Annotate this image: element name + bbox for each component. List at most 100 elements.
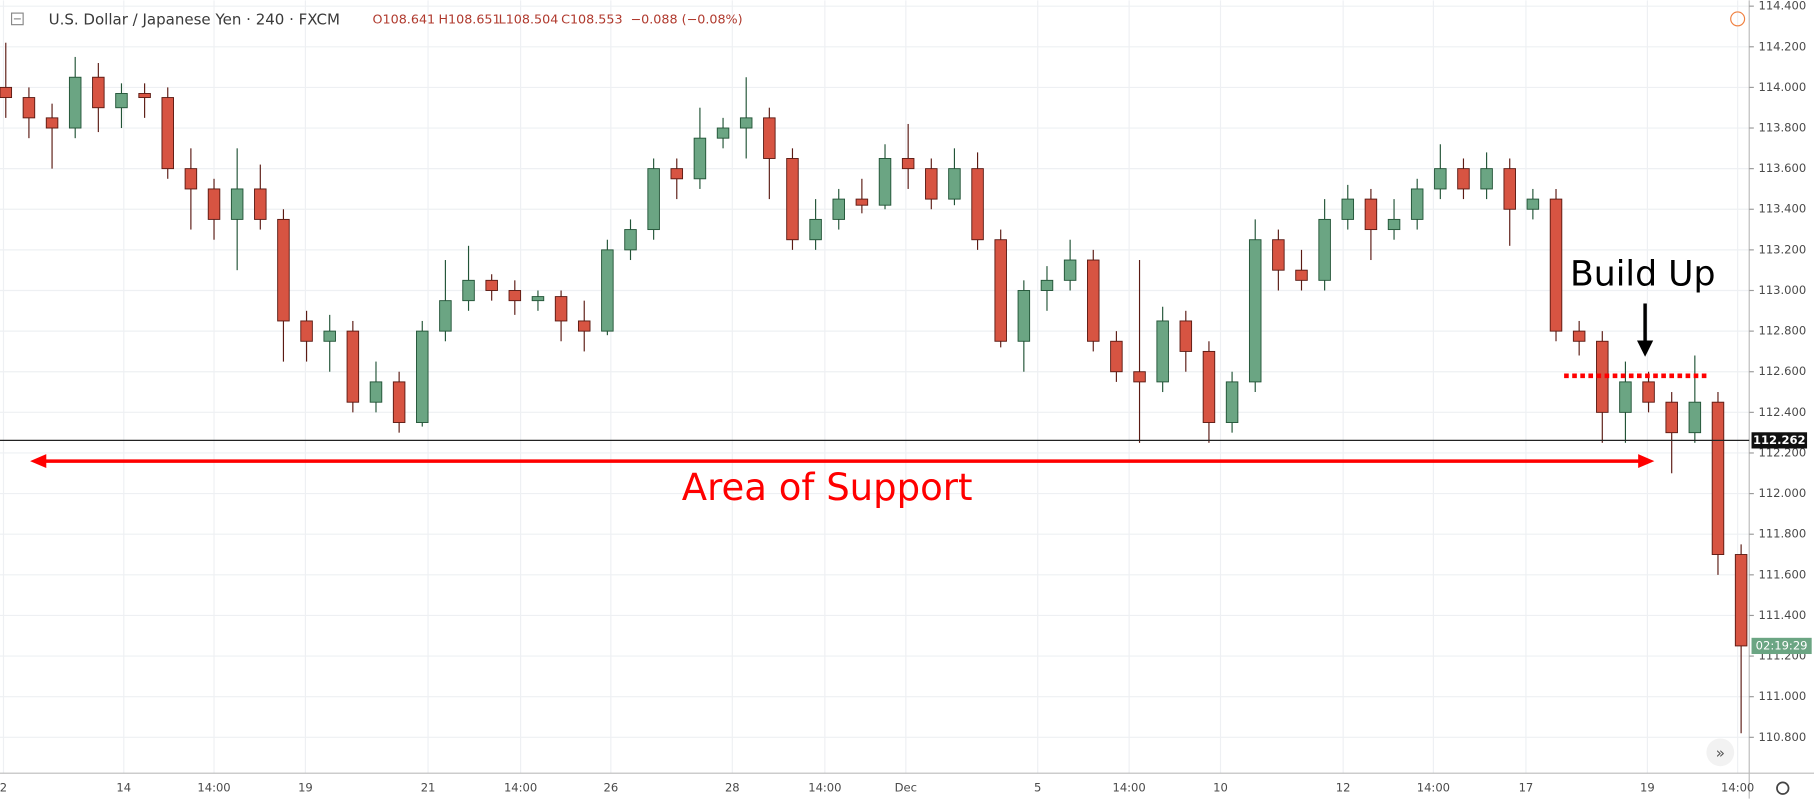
candle-body (68, 76, 82, 129)
ohlc-value: O108.641 (373, 12, 436, 27)
y-tick-label: 111.600 (1758, 567, 1806, 581)
x-tick-label: 10 (1213, 781, 1228, 795)
x-tick-label: Dec (895, 781, 917, 795)
candle-body (1457, 168, 1470, 190)
ohlc-value: −0.088 (−0.08%) (631, 12, 743, 27)
settings-icon[interactable] (1776, 781, 1790, 795)
candle-body (1156, 320, 1169, 383)
y-tick-label: 114.000 (1758, 80, 1806, 94)
candle-body (92, 76, 105, 109)
candle-body (161, 97, 174, 170)
build-up-arrow-head (1636, 340, 1654, 357)
ohlc-value: C108.553 (561, 12, 622, 27)
candle-body (254, 188, 267, 220)
arrow-head-left (30, 454, 47, 469)
y-tick-label: 112.200 (1758, 445, 1806, 459)
candle-body (1295, 269, 1308, 281)
candle-body (809, 218, 822, 241)
x-tick-label: 14:00 (1417, 781, 1450, 795)
y-tick-label: 111.400 (1758, 608, 1806, 622)
y-tick-label: 112.000 (1758, 486, 1806, 500)
x-tick-label: 19 (298, 781, 313, 795)
candle-body (45, 117, 59, 129)
support-label: Area of Support (682, 466, 973, 509)
x-tick-label: 19 (1640, 781, 1655, 795)
candle-body (138, 93, 151, 99)
candle-body (739, 117, 753, 129)
x-tick-label: 14 (116, 781, 131, 795)
alert-icon[interactable] (1730, 11, 1746, 27)
candle-body (300, 320, 313, 342)
candle-body (277, 218, 290, 322)
candle-body (1272, 239, 1285, 271)
candle-body (485, 279, 498, 291)
candle-body (392, 381, 406, 423)
x-tick-label: 14:00 (504, 781, 537, 795)
candle-body (439, 300, 452, 332)
candle-body (323, 330, 336, 342)
candle-body (1341, 198, 1355, 220)
candle-body (115, 93, 128, 109)
candle-body (1572, 330, 1586, 342)
candle-body (1410, 188, 1424, 220)
candle-body (1711, 401, 1725, 555)
price-label: 112.262 (1753, 433, 1806, 447)
x-tick-label: 26 (603, 781, 618, 795)
candle-body (416, 330, 429, 423)
candle-body (1040, 279, 1054, 291)
candle-body (1387, 218, 1401, 231)
candle-body (855, 198, 869, 206)
candle-body (1202, 350, 1216, 423)
candle-body (207, 188, 221, 220)
candle-body (1017, 290, 1031, 342)
candle-body (948, 168, 961, 200)
x-tick-label: 14:00 (1721, 781, 1754, 795)
candle-body (1110, 340, 1123, 373)
candle-body (1434, 168, 1447, 190)
x-tick-label: 28 (725, 781, 740, 795)
ohlc-value: H108.651 (438, 12, 500, 27)
y-tick-label: 112.400 (1758, 405, 1806, 419)
candle-body (1318, 218, 1331, 281)
candle-body (1063, 259, 1077, 281)
x-tick-label: 14:00 (808, 781, 841, 795)
y-tick-label: 111.800 (1758, 527, 1806, 541)
candle-body (832, 198, 845, 220)
candle-body (230, 188, 244, 220)
candle-body (1688, 401, 1702, 434)
candle-body (369, 381, 383, 403)
candle-body (346, 330, 360, 403)
candle-body (994, 239, 1007, 342)
candle-body (878, 158, 892, 206)
scroll-button[interactable] (1706, 738, 1735, 767)
candle-body (647, 168, 660, 231)
candle-body (1133, 371, 1146, 383)
candle-body (624, 229, 637, 251)
y-tick-label: 114.200 (1758, 39, 1806, 53)
collapse-icon[interactable] (10, 12, 24, 26)
countdown: 02:19:29 (1756, 638, 1808, 652)
candle-body (1179, 320, 1193, 352)
y-tick-label: 113.400 (1758, 202, 1806, 216)
candle-body (1734, 554, 1748, 647)
x-tick-label: 21 (421, 781, 436, 795)
candle-body (22, 97, 36, 119)
candle-body (786, 158, 799, 241)
ohlc-value: L108.504 (499, 12, 559, 27)
candle-body (1503, 168, 1516, 210)
y-tick-label: 112.600 (1758, 364, 1806, 378)
candle-body (554, 296, 568, 322)
candle-body (1619, 381, 1632, 413)
symbol-title[interactable]: U.S. Dollar / Japanese Yen · 240 · FXCM (49, 11, 340, 29)
candle-body (1225, 381, 1239, 423)
y-tick-label: 114.400 (1758, 0, 1806, 13)
y-tick-label: 113.800 (1758, 121, 1806, 135)
candle-body (901, 158, 915, 170)
x-tick-label: 12 (1336, 781, 1351, 795)
x-tick-label: 14:00 (1112, 781, 1145, 795)
arrow-head-right (1638, 454, 1655, 469)
grid (0, 0, 1750, 774)
candle-body (971, 168, 984, 241)
candle-body (1248, 239, 1262, 383)
